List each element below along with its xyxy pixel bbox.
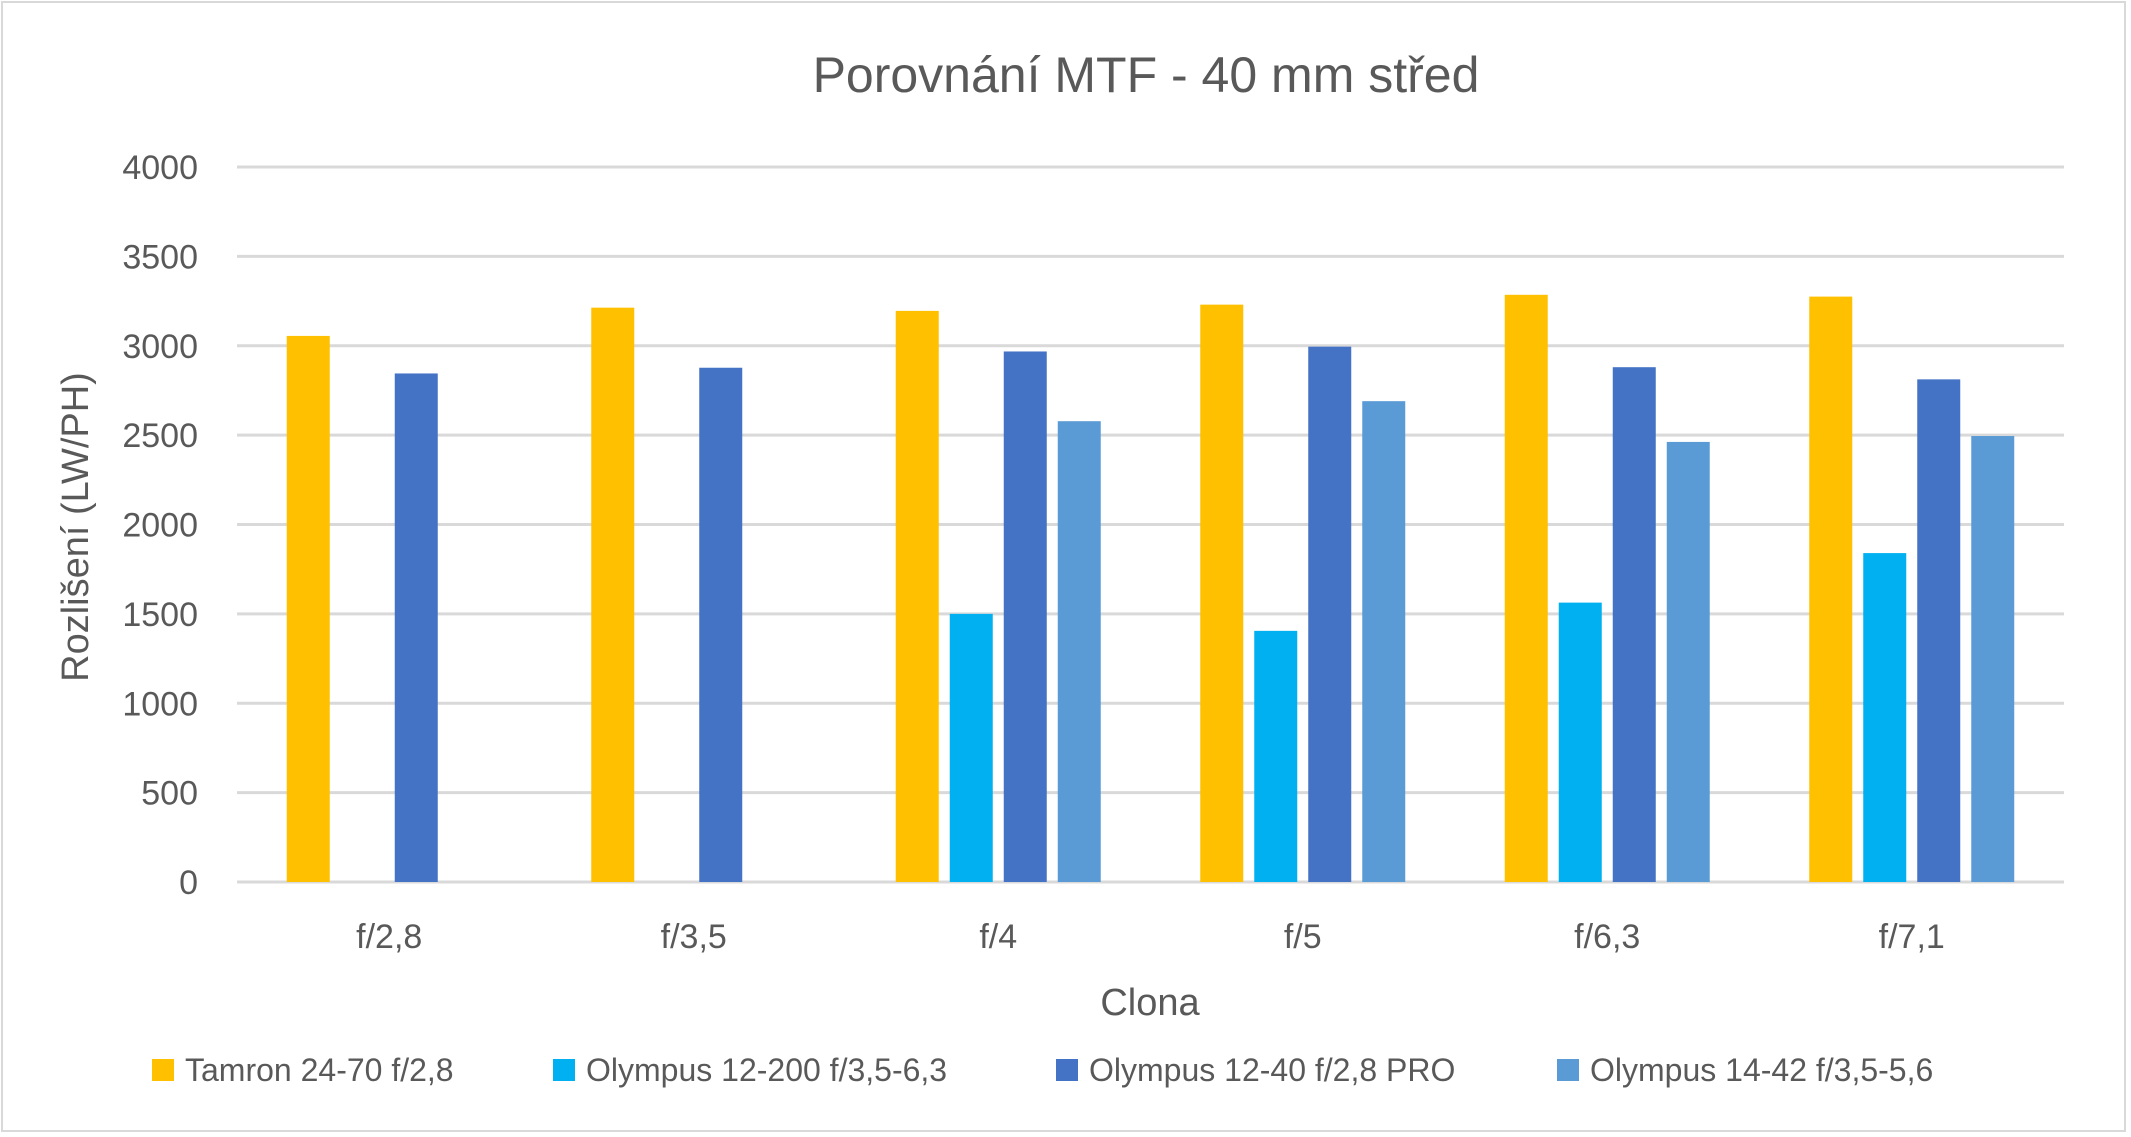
bar bbox=[1558, 602, 1602, 882]
y-tick-label: 2500 bbox=[122, 417, 198, 455]
y-tick-label: 1500 bbox=[122, 596, 198, 634]
legend-swatch bbox=[553, 1059, 575, 1081]
bar bbox=[1666, 441, 1710, 882]
bar bbox=[1308, 346, 1352, 882]
bar bbox=[394, 373, 438, 882]
bar bbox=[1809, 296, 1853, 882]
bar bbox=[699, 367, 743, 883]
bar bbox=[1971, 436, 2015, 882]
bar bbox=[1504, 294, 1548, 882]
bar bbox=[1612, 367, 1656, 882]
gridlines bbox=[237, 165, 2064, 884]
bar bbox=[1362, 401, 1406, 882]
x-tick-label: f/7,1 bbox=[1879, 918, 1945, 956]
legend: Tamron 24-70 f/2,8 Olympus 12-200 f/3,5-6… bbox=[152, 1052, 1933, 1088]
bar bbox=[1254, 630, 1298, 882]
x-tick-label: f/6,3 bbox=[1574, 918, 1640, 956]
bar bbox=[895, 310, 939, 882]
y-tick-label: 3000 bbox=[122, 328, 198, 366]
y-tick-label: 0 bbox=[179, 864, 198, 902]
y-tick-labels: 0 500 1000 1500 2000 2500 3000 3500 4000 bbox=[122, 149, 198, 902]
legend-item: Olympus 14-42 f/3,5-5,6 bbox=[1557, 1052, 1933, 1088]
bar bbox=[949, 613, 993, 882]
legend-swatch bbox=[1056, 1059, 1078, 1081]
legend-swatch bbox=[152, 1059, 174, 1081]
x-tick-label: f/2,8 bbox=[356, 918, 422, 956]
legend-item: Olympus 12-200 f/3,5-6,3 bbox=[553, 1052, 947, 1088]
legend-label: Olympus 12-200 f/3,5-6,3 bbox=[586, 1052, 947, 1088]
legend-label: Olympus 14-42 f/3,5-5,6 bbox=[1590, 1052, 1933, 1088]
legend-label: Tamron 24-70 f/2,8 bbox=[185, 1052, 454, 1088]
bar bbox=[1057, 421, 1101, 882]
x-tick-labels: f/2,8 f/3,5 f/4 f/5 f/6,3 f/7,1 bbox=[356, 918, 1945, 956]
y-axis-title: Rozlišení (LW/PH) bbox=[55, 372, 97, 682]
y-tick-label: 3500 bbox=[122, 238, 198, 276]
bar bbox=[1003, 351, 1047, 883]
y-tick-label: 500 bbox=[141, 775, 198, 813]
bar bbox=[1200, 304, 1244, 882]
x-tick-label: f/5 bbox=[1284, 918, 1322, 956]
bar bbox=[1917, 379, 1961, 882]
legend-item: Tamron 24-70 f/2,8 bbox=[152, 1052, 454, 1088]
bars bbox=[286, 294, 2015, 883]
legend-swatch bbox=[1557, 1059, 1579, 1081]
x-tick-label: f/3,5 bbox=[661, 918, 727, 956]
bar bbox=[591, 307, 635, 882]
chart-title: Porovnání MTF - 40 mm střed bbox=[813, 47, 1480, 103]
legend-label: Olympus 12-40 f/2,8 PRO bbox=[1089, 1052, 1455, 1088]
y-tick-label: 1000 bbox=[122, 685, 198, 723]
bar bbox=[1863, 553, 1907, 882]
x-tick-label: f/4 bbox=[979, 918, 1017, 956]
y-tick-label: 2000 bbox=[122, 507, 198, 545]
legend-item: Olympus 12-40 f/2,8 PRO bbox=[1056, 1052, 1455, 1088]
bar bbox=[286, 335, 330, 882]
x-axis-title: Clona bbox=[1100, 982, 1200, 1024]
y-tick-label: 4000 bbox=[122, 149, 198, 187]
